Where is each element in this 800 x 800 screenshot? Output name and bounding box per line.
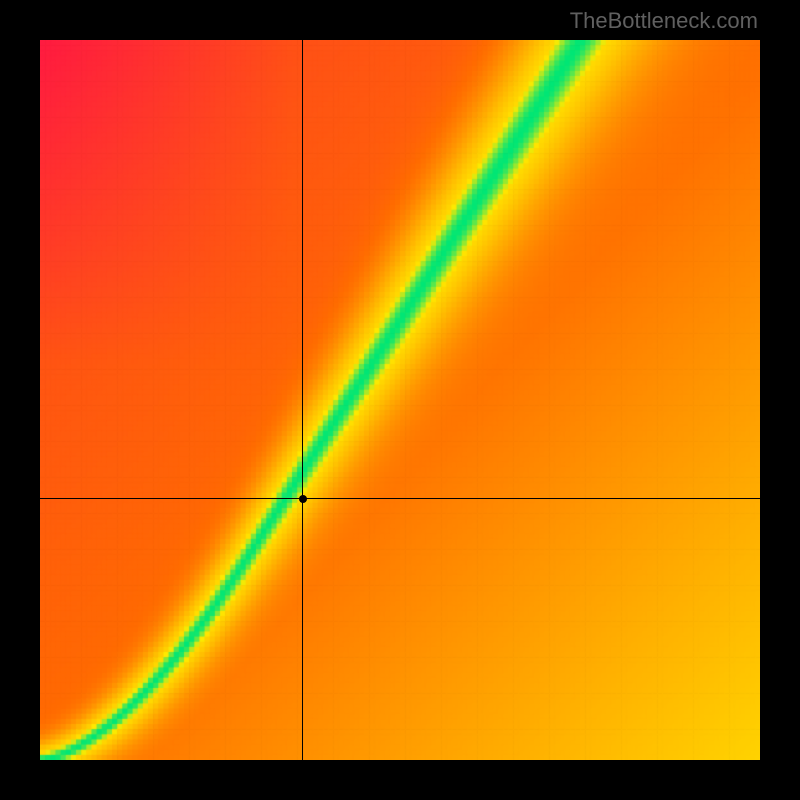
- watermark-text: TheBottleneck.com: [570, 8, 758, 34]
- crosshair-horizontal: [40, 498, 760, 499]
- crosshair-dot: [299, 495, 307, 503]
- bottleneck-heatmap: [40, 40, 760, 760]
- crosshair-vertical: [302, 40, 303, 760]
